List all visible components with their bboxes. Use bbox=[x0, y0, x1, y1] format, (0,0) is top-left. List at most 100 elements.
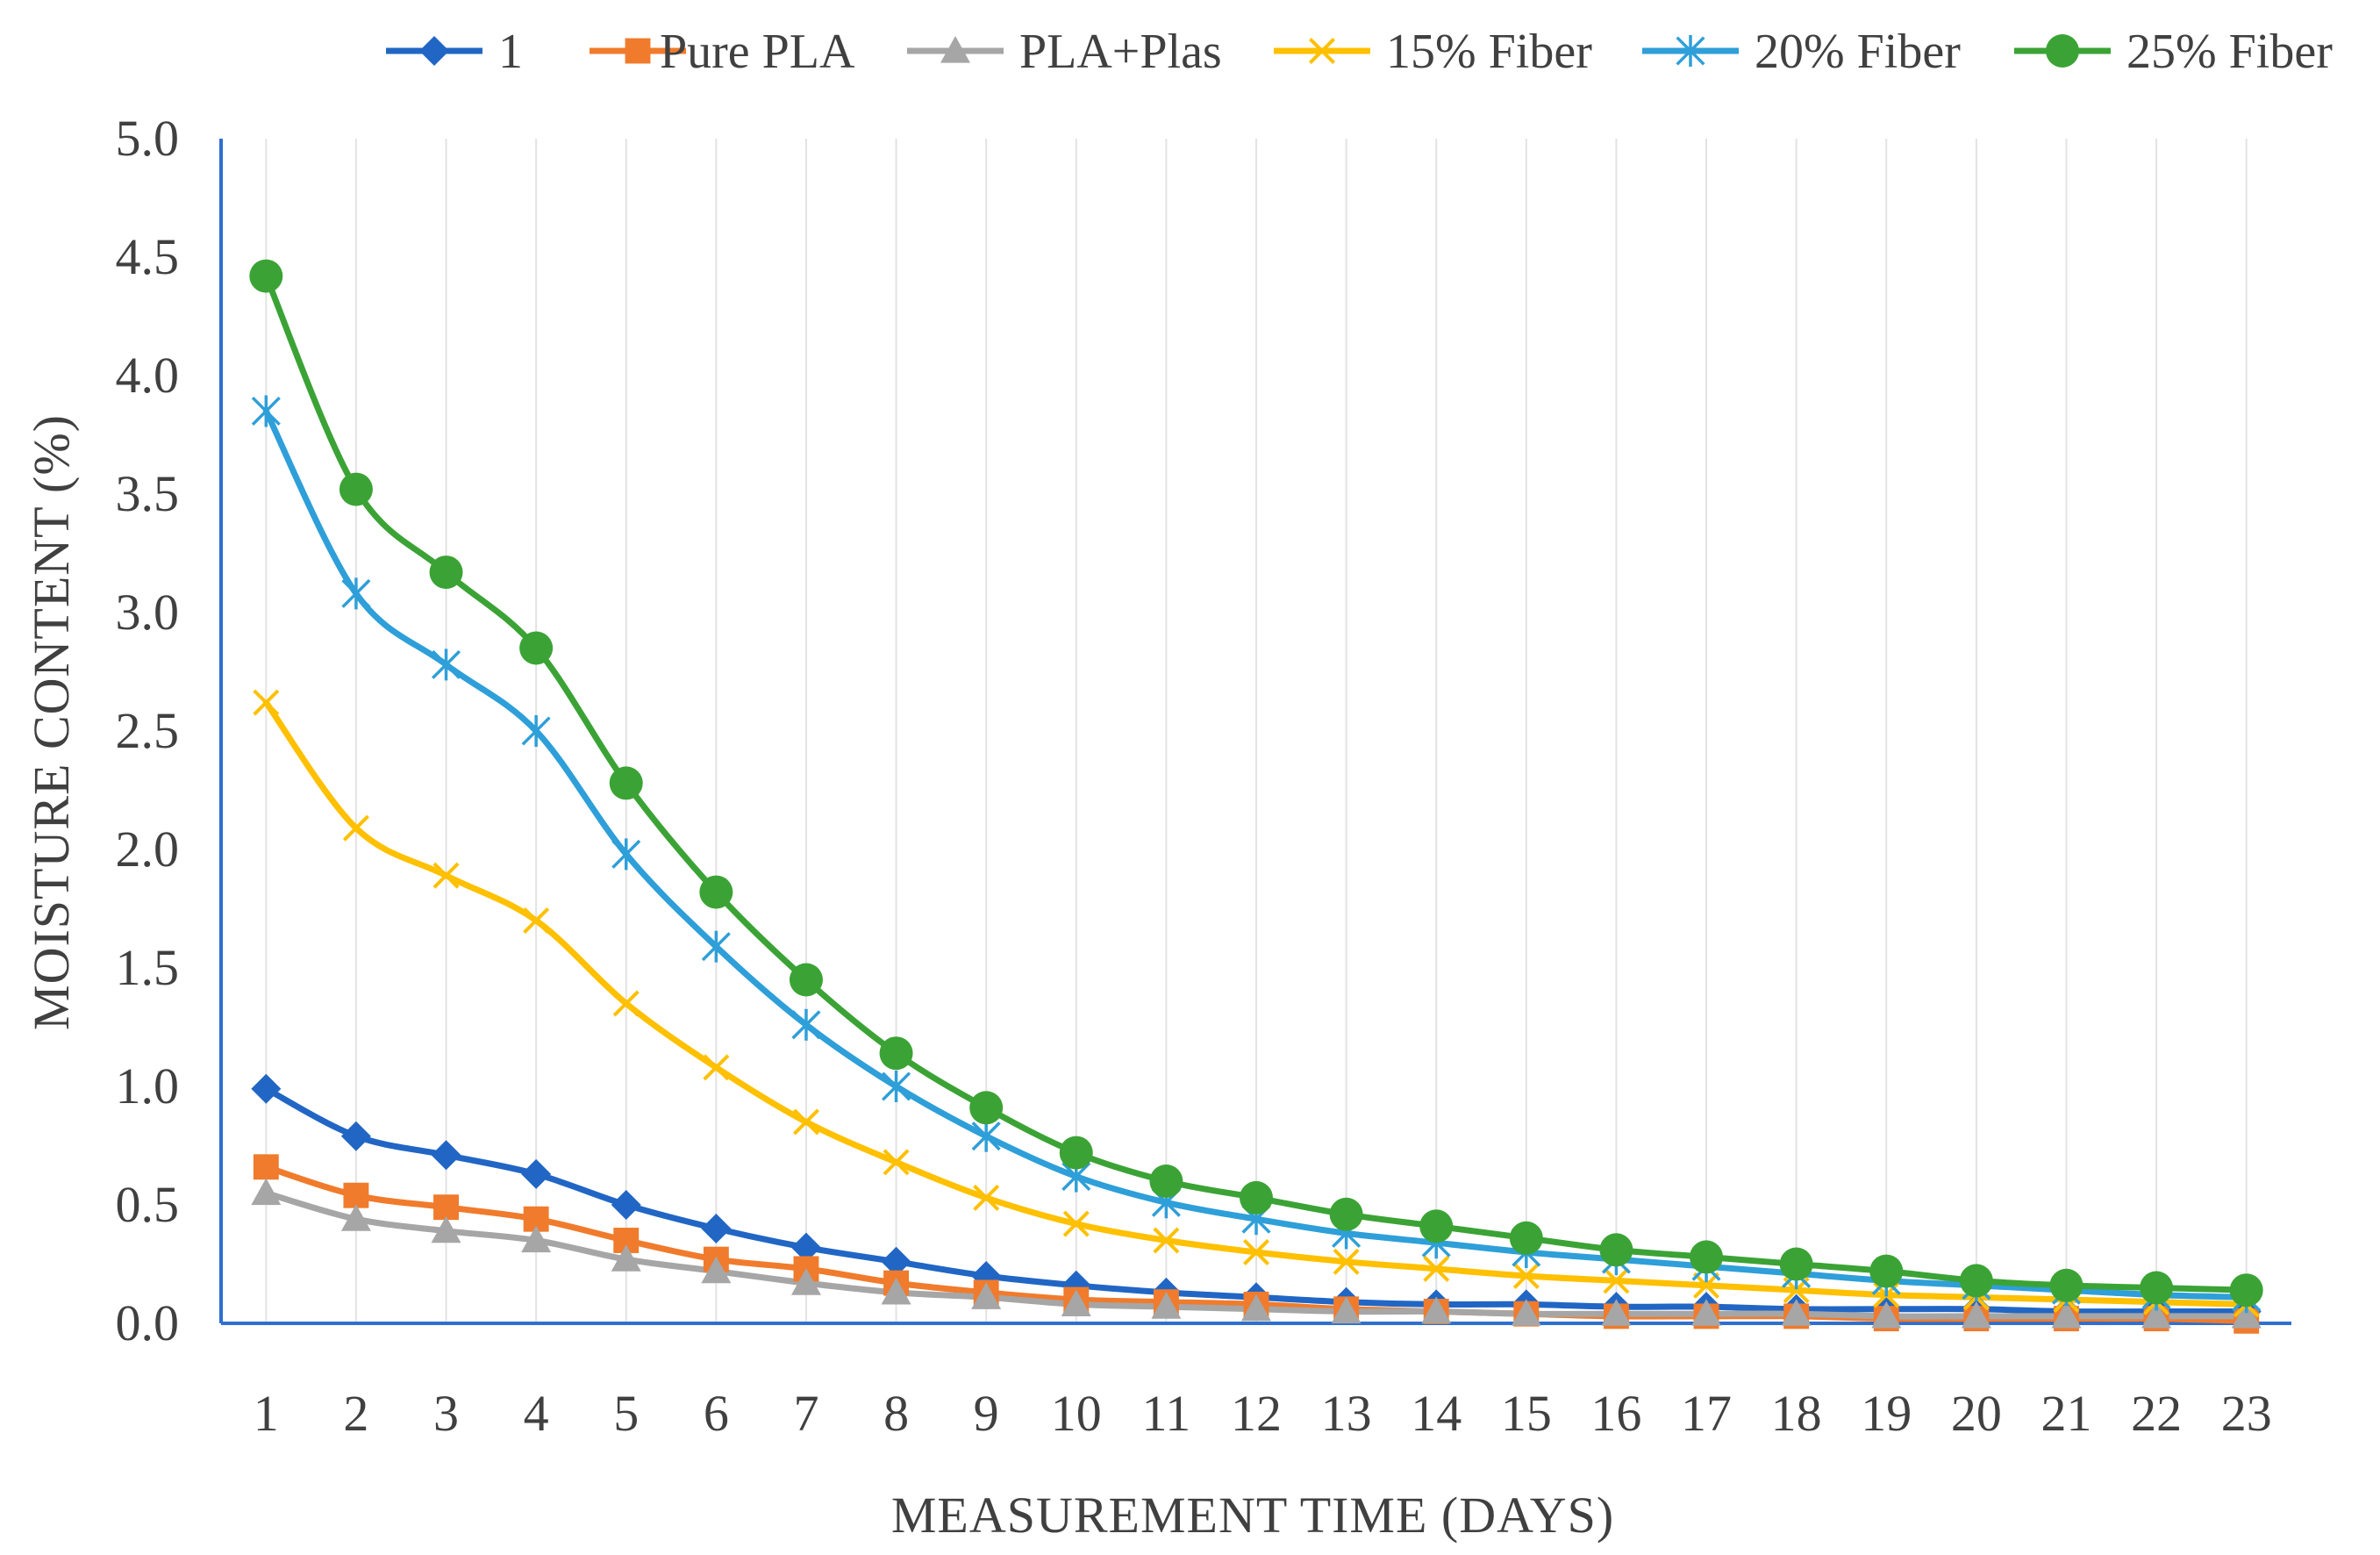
x-tick-label: 14 bbox=[1411, 1385, 1462, 1442]
data-point bbox=[701, 1214, 732, 1243]
y-tick-label: 0.0 bbox=[116, 1294, 180, 1351]
data-point bbox=[341, 577, 371, 610]
data-point bbox=[253, 1154, 279, 1180]
x-tick-label: 18 bbox=[1771, 1385, 1822, 1442]
x-tick-label: 6 bbox=[704, 1385, 729, 1442]
x-tick-label: 11 bbox=[1141, 1385, 1190, 1442]
x-tick-label: 20 bbox=[1951, 1385, 2002, 1442]
data-point bbox=[1421, 1296, 1452, 1324]
y-tick-label: 4.0 bbox=[116, 347, 180, 404]
data-point bbox=[521, 1158, 552, 1189]
data-point bbox=[251, 1073, 282, 1104]
legend-label: PLA+Plas bbox=[1019, 25, 1222, 79]
data-point bbox=[1599, 1233, 1633, 1267]
data-point bbox=[611, 1190, 641, 1220]
data-point bbox=[1149, 1164, 1183, 1198]
data-point bbox=[340, 1121, 371, 1151]
data-point bbox=[251, 395, 281, 427]
data-point bbox=[1241, 1293, 1271, 1322]
x-tick-label: 10 bbox=[1051, 1385, 1102, 1442]
x-tick-label: 1 bbox=[254, 1385, 279, 1442]
data-point bbox=[882, 1071, 911, 1102]
data-point bbox=[971, 1282, 1002, 1309]
x-tick-label: 2 bbox=[343, 1385, 368, 1442]
data-point bbox=[1779, 1247, 1813, 1281]
y-tick-label: 2.0 bbox=[116, 820, 180, 878]
y-tick-label: 5.0 bbox=[116, 110, 180, 167]
data-point bbox=[1153, 1227, 1180, 1254]
data-point bbox=[2231, 1301, 2262, 1329]
x-axis-title: MEASUREMENT TIME (DAYS) bbox=[891, 1487, 1614, 1544]
data-point bbox=[339, 472, 373, 506]
x-tick-label: 13 bbox=[1321, 1385, 1372, 1442]
data-point bbox=[343, 1182, 369, 1208]
data-point bbox=[1512, 1262, 1540, 1290]
data-point bbox=[973, 1184, 1000, 1211]
x-tick-label: 15 bbox=[1501, 1385, 1552, 1442]
data-point bbox=[2051, 1301, 2082, 1329]
data-markers bbox=[249, 259, 2263, 1334]
legend-marker bbox=[2046, 34, 2079, 68]
legend: 1 Pure PLA PLA+Plas 15% Fiber 20% Fiber 25% F… bbox=[386, 25, 2333, 79]
data-point bbox=[609, 766, 643, 800]
data-point bbox=[2049, 1268, 2083, 1302]
data-point bbox=[1423, 1255, 1450, 1282]
x-tick-label: 23 bbox=[2221, 1385, 2272, 1442]
data-point bbox=[1781, 1299, 1812, 1326]
y-axis-title: MOISTURE CONTENT (%) bbox=[23, 414, 80, 1030]
legend-marker bbox=[625, 38, 651, 64]
x-tick-label: 7 bbox=[793, 1385, 818, 1442]
data-point bbox=[883, 1149, 910, 1176]
legend-marker bbox=[940, 36, 970, 63]
data-point bbox=[1333, 1248, 1360, 1275]
legend-item: 25% Fiber bbox=[2014, 25, 2333, 79]
y-tick-label: 0.5 bbox=[116, 1176, 180, 1233]
data-point bbox=[251, 1178, 282, 1206]
data-point bbox=[342, 814, 369, 842]
series-line-4 bbox=[262, 699, 2250, 1308]
y-tick-label: 1.5 bbox=[116, 939, 180, 996]
data-point bbox=[1151, 1292, 1182, 1319]
legend-marker bbox=[1308, 37, 1336, 65]
legend-item: 1 bbox=[386, 25, 523, 79]
data-point bbox=[790, 1232, 821, 1263]
data-point bbox=[1601, 1299, 1632, 1326]
x-tick-label: 22 bbox=[2131, 1385, 2182, 1442]
data-point bbox=[429, 555, 463, 590]
y-tick-label: 2.5 bbox=[116, 702, 180, 759]
data-point bbox=[1331, 1296, 1362, 1324]
data-point bbox=[1871, 1301, 1902, 1329]
data-point bbox=[1509, 1221, 1543, 1255]
data-point bbox=[2141, 1301, 2172, 1329]
x-tick-label: 19 bbox=[1861, 1385, 1912, 1442]
x-tick-label: 8 bbox=[883, 1385, 909, 1442]
y-tick-label: 3.0 bbox=[116, 584, 180, 641]
data-point bbox=[1869, 1254, 1904, 1288]
data-point bbox=[2229, 1273, 2263, 1308]
data-point bbox=[969, 1091, 1004, 1125]
data-point bbox=[699, 875, 733, 909]
legend-item: 15% Fiber bbox=[1274, 25, 1592, 79]
data-point bbox=[431, 649, 461, 681]
data-point bbox=[1242, 1238, 1270, 1266]
data-point bbox=[1693, 1272, 1720, 1299]
data-point bbox=[881, 1246, 911, 1277]
data-point bbox=[1329, 1197, 1363, 1231]
x-tick-label: 5 bbox=[613, 1385, 639, 1442]
axes bbox=[219, 139, 2291, 1325]
data-point bbox=[879, 1036, 913, 1071]
data-point bbox=[1961, 1301, 1991, 1329]
data-point bbox=[1691, 1299, 1722, 1326]
data-point bbox=[431, 1215, 461, 1243]
x-tick-label: 4 bbox=[524, 1385, 549, 1442]
data-point bbox=[1419, 1209, 1454, 1243]
legend-marker bbox=[1676, 35, 1705, 67]
data-point bbox=[523, 906, 550, 935]
data-point bbox=[1061, 1289, 1091, 1316]
data-point bbox=[432, 862, 460, 889]
data-point bbox=[789, 963, 823, 997]
data-point bbox=[1603, 1267, 1630, 1294]
data-point bbox=[1062, 1210, 1090, 1237]
data-point bbox=[790, 1268, 821, 1295]
legend-item: PLA+Plas bbox=[907, 25, 1222, 79]
